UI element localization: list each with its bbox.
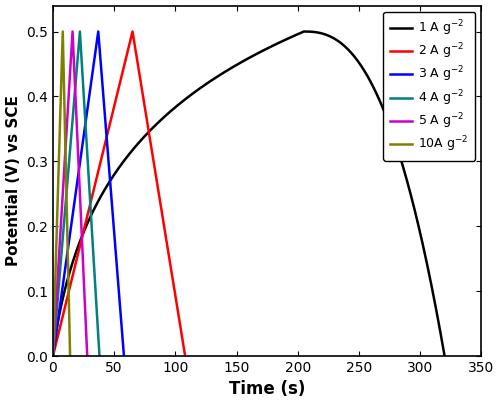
3 A g$^{-2}$ [54,327,60,332]
5 A g$^{-2}$ [60,180,66,185]
10A g$^{-2}$ [50,354,56,358]
10A g$^{-2}$ [67,354,73,358]
3 A g$^{-2}$ [117,301,123,306]
Line: 3 A g$^{-2}$: 3 A g$^{-2}$ [53,32,124,356]
X-axis label: Time (s): Time (s) [229,381,306,398]
Line: 4 A g$^{-2}$: 4 A g$^{-2}$ [53,32,100,356]
Y-axis label: Potential (V) vs SCE: Potential (V) vs SCE [6,95,20,266]
10A g$^{-2}$ [55,180,61,185]
4 A g$^{-2}$ [94,324,100,329]
1 A g$^{-2}$ [253,52,259,57]
10A g$^{-2}$ [60,29,66,34]
5 A g$^{-2}$ [82,301,88,306]
Line: 2 A g$^{-2}$: 2 A g$^{-2}$ [53,32,185,356]
3 A g$^{-2}$ [50,354,56,358]
2 A g$^{-2}$ [56,327,62,332]
3 A g$^{-2}$ [67,232,73,237]
10A g$^{-2}$ [66,301,72,306]
Line: 10A g$^{-2}$: 10A g$^{-2}$ [53,32,70,356]
1 A g$^{-2}$ [102,188,107,193]
4 A g$^{-2}$ [52,327,58,332]
3 A g$^{-2}$ [121,354,127,358]
2 A g$^{-2}$ [80,232,86,237]
3 A g$^{-2}$ [56,314,62,319]
10A g$^{-2}$ [51,314,57,319]
5 A g$^{-2}$ [52,327,58,332]
2 A g$^{-2}$ [174,301,180,306]
2 A g$^{-2}$ [178,324,184,329]
10A g$^{-2}$ [66,324,72,329]
4 A g$^{-2}$ [53,314,59,319]
5 A g$^{-2}$ [84,354,90,358]
2 A g$^{-2}$ [130,29,136,34]
Legend: 1 A g$^{-2}$, 2 A g$^{-2}$, 3 A g$^{-2}$, 4 A g$^{-2}$, 5 A g$^{-2}$, 10A g$^{-2: 1 A g$^{-2}$, 2 A g$^{-2}$, 3 A g$^{-2}$… [384,12,475,161]
10A g$^{-2}$ [51,327,57,332]
5 A g$^{-2}$ [50,354,56,358]
Line: 5 A g$^{-2}$: 5 A g$^{-2}$ [53,32,87,356]
1 A g$^{-2}$ [301,29,307,34]
4 A g$^{-2}$ [96,354,102,358]
1 A g$^{-2}$ [442,354,448,358]
Line: 1 A g$^{-2}$: 1 A g$^{-2}$ [53,32,444,356]
2 A g$^{-2}$ [182,354,188,358]
4 A g$^{-2}$ [94,301,100,306]
2 A g$^{-2}$ [92,180,98,185]
1 A g$^{-2}$ [50,354,56,358]
4 A g$^{-2}$ [50,354,56,358]
1 A g$^{-2}$ [354,57,360,62]
5 A g$^{-2}$ [58,232,64,237]
3 A g$^{-2}$ [118,324,124,329]
2 A g$^{-2}$ [60,314,66,319]
5 A g$^{-2}$ [83,324,89,329]
3 A g$^{-2}$ [96,29,102,34]
1 A g$^{-2}$ [380,105,386,110]
5 A g$^{-2}$ [70,29,75,34]
1 A g$^{-2}$ [271,42,277,47]
4 A g$^{-2}$ [77,29,83,34]
2 A g$^{-2}$ [50,354,56,358]
4 A g$^{-2}$ [60,232,66,237]
3 A g$^{-2}$ [74,180,80,185]
10A g$^{-2}$ [54,232,60,237]
5 A g$^{-2}$ [52,314,59,319]
4 A g$^{-2}$ [64,180,70,185]
1 A g$^{-2}$ [385,118,391,123]
